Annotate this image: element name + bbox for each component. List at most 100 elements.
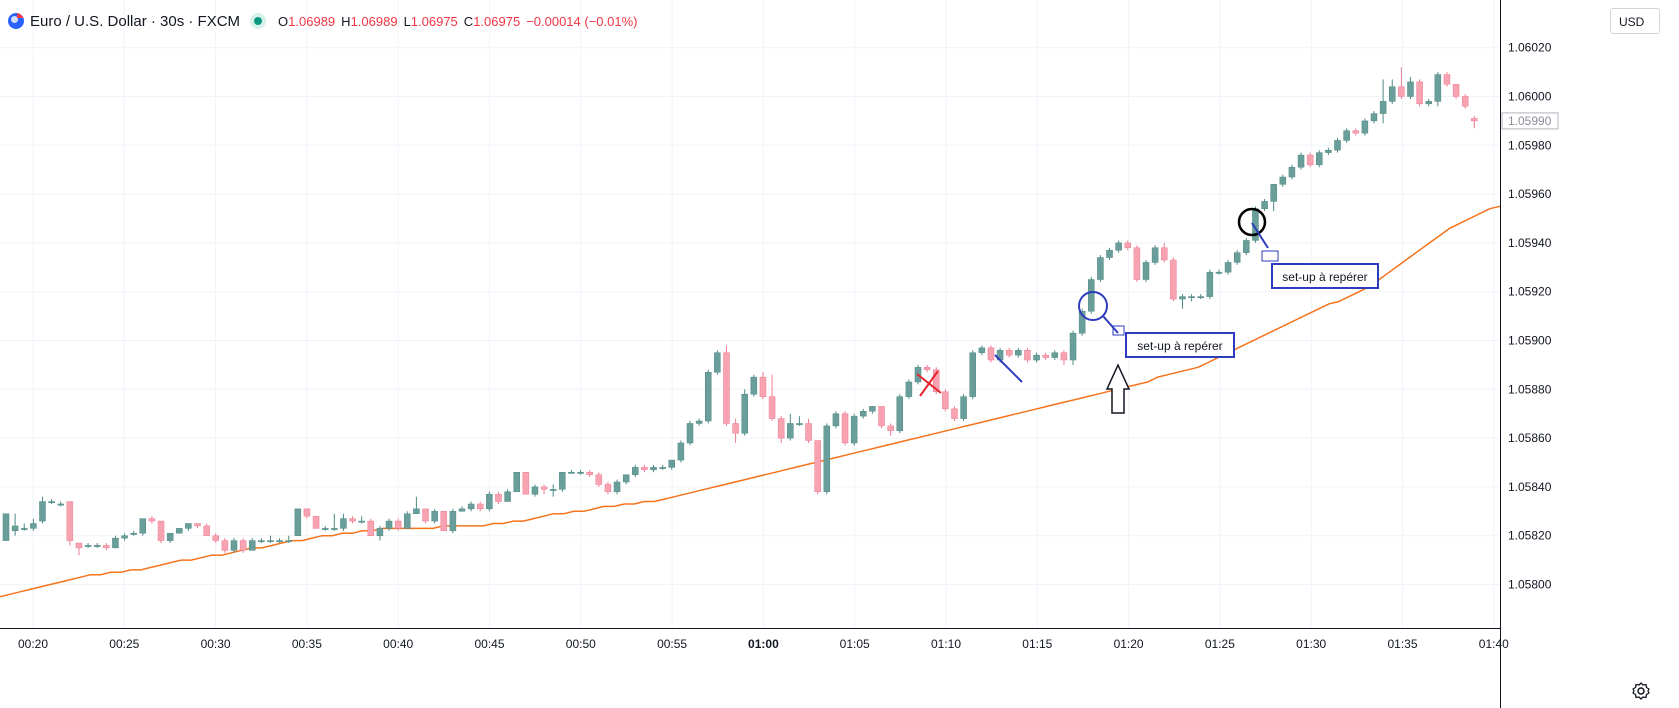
candle-body bbox=[632, 467, 639, 475]
candle-body bbox=[586, 472, 593, 475]
candle-body bbox=[1005, 350, 1013, 356]
candle bbox=[367, 518, 375, 536]
candle-body bbox=[1060, 352, 1068, 361]
candle-body bbox=[540, 486, 548, 490]
currency-button[interactable]: USD bbox=[1610, 8, 1660, 34]
candle-body bbox=[1069, 332, 1077, 361]
candle bbox=[942, 389, 949, 412]
candle-body bbox=[522, 472, 530, 495]
candle-body bbox=[248, 540, 256, 551]
gear-icon[interactable] bbox=[1630, 680, 1652, 702]
time-tick-label: 00:50 bbox=[566, 637, 596, 651]
candle bbox=[1124, 240, 1132, 251]
candle-body bbox=[1078, 310, 1086, 334]
candle-body bbox=[796, 423, 803, 425]
candle-body bbox=[39, 501, 46, 522]
candle bbox=[221, 538, 229, 553]
candle-body bbox=[276, 540, 283, 543]
candle bbox=[1133, 245, 1141, 282]
candle-body bbox=[303, 508, 311, 517]
candle-body bbox=[212, 535, 220, 541]
candle-body bbox=[741, 393, 748, 434]
candle-body bbox=[1452, 84, 1460, 97]
candle bbox=[1015, 347, 1022, 358]
candle bbox=[723, 345, 730, 426]
time-tick-label: 01:15 bbox=[1022, 637, 1052, 651]
candle-body bbox=[230, 540, 238, 551]
candle-body bbox=[887, 425, 894, 432]
candle bbox=[759, 372, 767, 400]
candle bbox=[951, 406, 958, 422]
price-tick-label: 1.05800 bbox=[1508, 578, 1552, 592]
candle bbox=[787, 413, 794, 441]
time-tick-label: 01:05 bbox=[840, 637, 870, 651]
candle-body bbox=[495, 493, 502, 502]
currency-logo-icon bbox=[8, 13, 24, 29]
candle bbox=[276, 538, 283, 544]
candle-body bbox=[121, 535, 128, 539]
candle bbox=[1233, 250, 1241, 265]
chart-grid bbox=[0, 0, 1500, 628]
candle bbox=[741, 389, 748, 436]
candle bbox=[878, 406, 885, 429]
candle-body bbox=[1288, 167, 1296, 178]
candle bbox=[1443, 72, 1451, 87]
candle bbox=[495, 491, 502, 504]
symbol-legend: Euro / U.S. Dollar · 30s · FXCM O 1.06989… bbox=[8, 10, 638, 32]
candle bbox=[595, 472, 603, 487]
candle bbox=[66, 501, 74, 546]
candle bbox=[1060, 350, 1068, 365]
low-value: 1.06975 bbox=[410, 13, 458, 29]
candle bbox=[294, 508, 302, 536]
axes-layer: 1.05800 1.05820 1.05840 1.05860 1.05880 1.059… bbox=[0, 0, 1559, 708]
candle bbox=[467, 501, 475, 512]
candles-layer bbox=[2, 67, 1478, 556]
candle-body bbox=[103, 545, 110, 549]
candle-body bbox=[869, 406, 876, 412]
candle-body bbox=[139, 518, 147, 534]
candle-body bbox=[1042, 354, 1049, 358]
candle-body bbox=[367, 520, 375, 536]
symbol-title[interactable]: Euro / U.S. Dollar · 30s · FXCM bbox=[30, 12, 241, 30]
candle-body bbox=[312, 515, 320, 529]
market-status-dot-icon[interactable] bbox=[254, 17, 263, 25]
candle bbox=[176, 528, 183, 534]
high-label: H bbox=[341, 13, 351, 29]
candle bbox=[1306, 152, 1314, 168]
candle-body bbox=[84, 545, 92, 547]
setup-marker-1 bbox=[1112, 325, 1125, 336]
candle bbox=[112, 535, 119, 549]
candle bbox=[166, 533, 174, 544]
candle bbox=[659, 464, 666, 470]
candle bbox=[84, 543, 92, 548]
candle bbox=[422, 508, 429, 524]
candle-body bbox=[650, 467, 657, 471]
candle bbox=[1352, 128, 1360, 136]
candle-body bbox=[1224, 262, 1232, 273]
candle bbox=[1088, 277, 1095, 314]
time-tick-label: 01:35 bbox=[1387, 637, 1417, 651]
candle-body bbox=[340, 518, 347, 529]
candle bbox=[1224, 259, 1232, 275]
candle bbox=[1316, 150, 1323, 168]
candle bbox=[1170, 257, 1177, 302]
candle-body bbox=[695, 420, 703, 424]
candle bbox=[650, 464, 657, 473]
candle-body bbox=[1270, 184, 1277, 202]
candle-body bbox=[449, 511, 457, 532]
candle-body bbox=[157, 520, 165, 541]
price-tick-label: 1.05860 bbox=[1508, 431, 1552, 445]
candle-body bbox=[860, 411, 867, 417]
candle bbox=[504, 489, 511, 502]
candle bbox=[622, 474, 630, 485]
setup-pointer-2 bbox=[1251, 222, 1269, 249]
candle-body bbox=[376, 528, 384, 536]
candle bbox=[349, 516, 356, 524]
candle bbox=[1069, 330, 1077, 365]
candle-body bbox=[723, 352, 730, 424]
candle bbox=[1042, 352, 1049, 361]
candle-body bbox=[1388, 86, 1396, 102]
candle bbox=[11, 513, 19, 536]
time-tick-label: 00:40 bbox=[383, 637, 413, 651]
